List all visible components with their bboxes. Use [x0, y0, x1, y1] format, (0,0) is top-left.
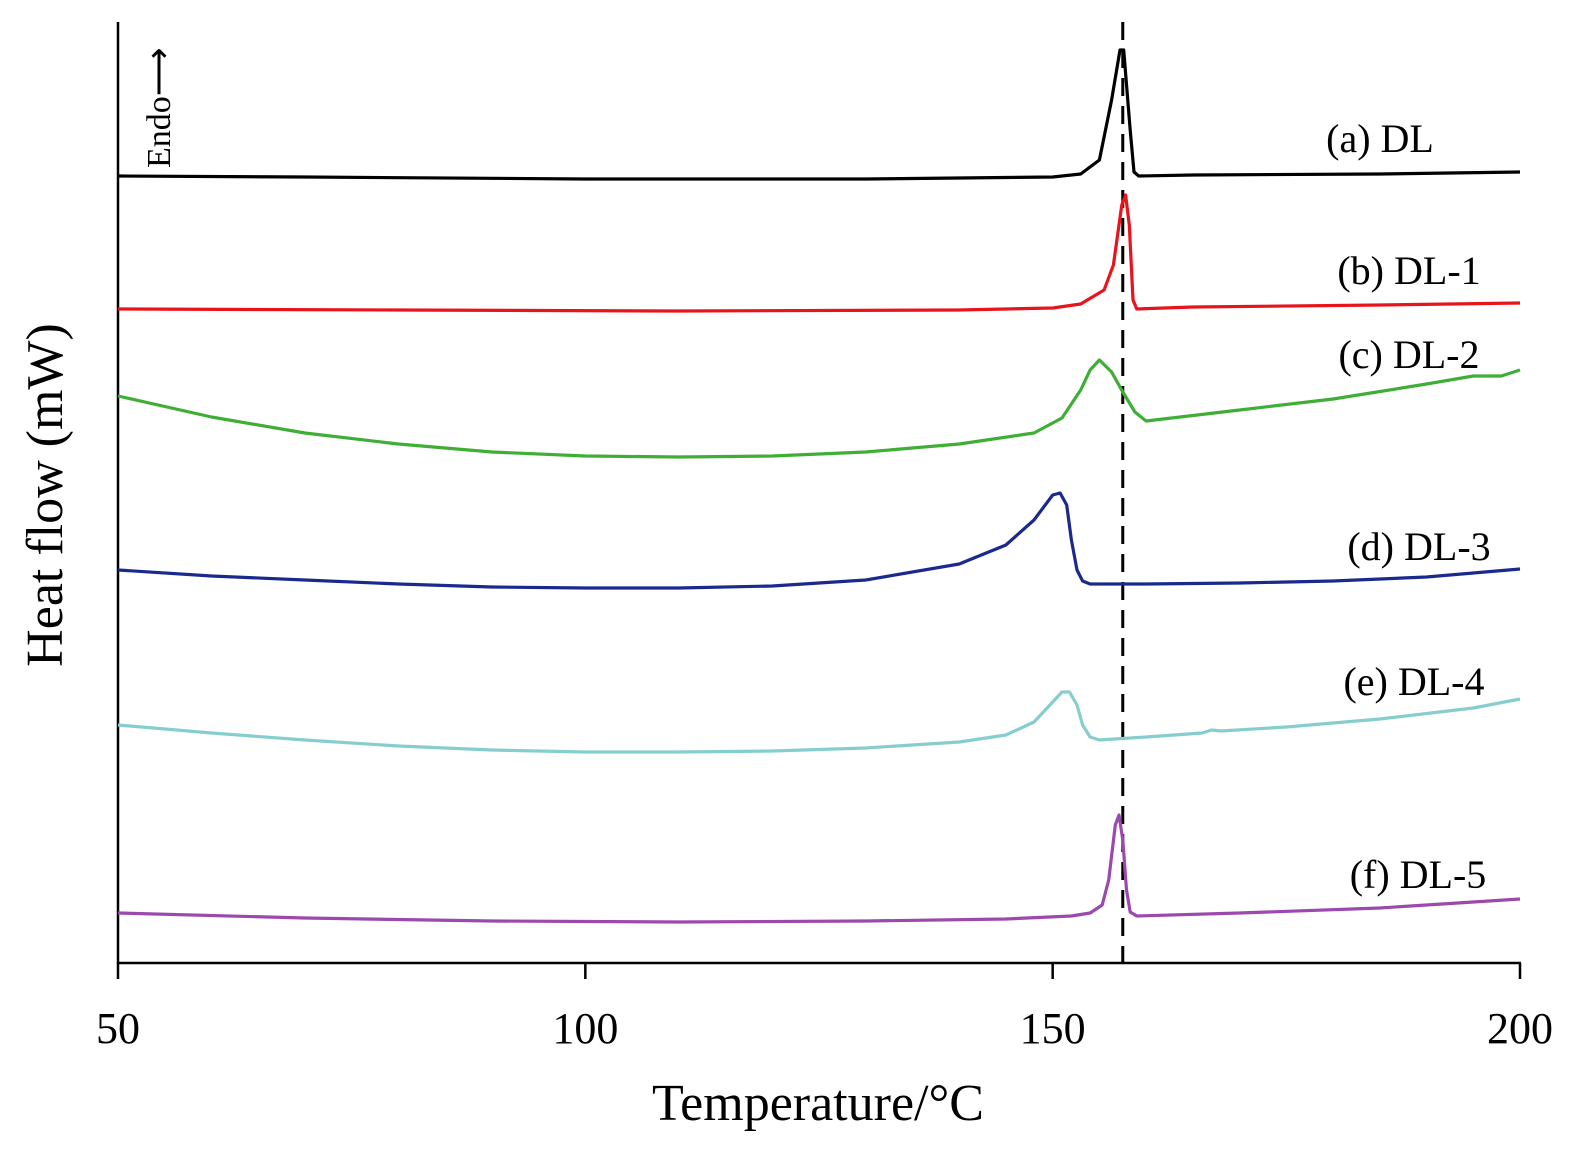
series-line — [117, 690, 1521, 754]
series-label: (b) DL-1 — [1337, 248, 1480, 293]
series-line — [117, 48, 1521, 181]
dsc-curves — [117, 48, 1521, 924]
x-tick-label: 200 — [1487, 1004, 1553, 1053]
series-line — [117, 813, 1521, 924]
series-line — [117, 491, 1521, 590]
series-label: (f) DL-5 — [1350, 852, 1487, 897]
x-tick-label: 150 — [1020, 1004, 1086, 1053]
x-tick-label: 100 — [552, 1004, 618, 1053]
x-tick-label: 50 — [96, 1004, 140, 1053]
x-ticks: 50 100 150 200 — [96, 963, 1553, 1053]
x-axis-title: Temperature/°C — [652, 1075, 984, 1132]
series-label: (c) DL-2 — [1338, 332, 1479, 377]
endo-label: Endo⟶ — [141, 47, 178, 168]
series-label: (e) DL-4 — [1343, 659, 1484, 704]
y-axis-title: Heat flow (mW) — [17, 323, 74, 667]
series-label: (d) DL-3 — [1347, 524, 1490, 569]
series-line — [117, 193, 1521, 313]
series-labels: (a) DL (b) DL-1 (c) DL-2 (d) DL-3 (e) DL-4 (f… — [1326, 116, 1491, 897]
series-label: (a) DL — [1326, 116, 1434, 161]
series-line — [117, 358, 1521, 459]
